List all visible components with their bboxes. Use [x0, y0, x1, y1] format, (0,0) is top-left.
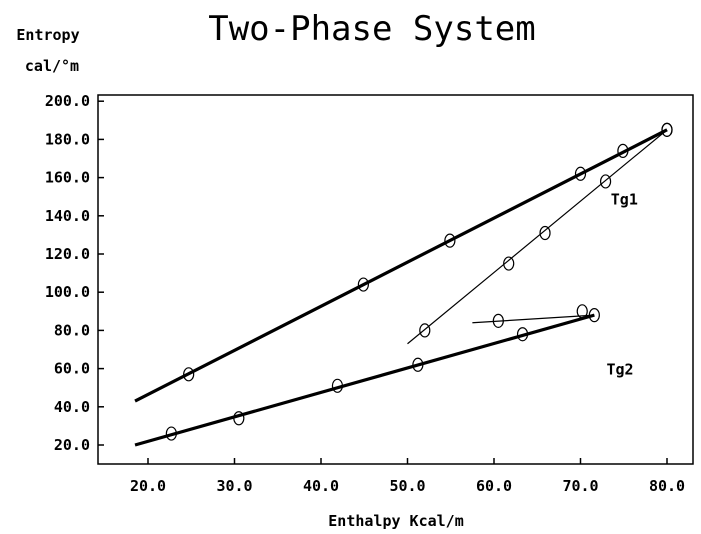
- data-point-lower: [412, 357, 424, 372]
- x-tick-label: 30.0: [216, 477, 252, 495]
- y-tick-label: 100.0: [45, 283, 90, 301]
- x-tick-label: 80.0: [649, 477, 685, 495]
- x-tick-label: 70.0: [562, 477, 598, 495]
- data-point-upper: [617, 143, 629, 158]
- data-point-lower: [331, 378, 344, 393]
- x-axis-label: Enthalpy Kcal/m: [328, 512, 463, 530]
- y-tick-label: 120.0: [45, 245, 90, 263]
- y-tick-label: 60.0: [54, 360, 90, 378]
- series-line-middle: [407, 129, 668, 345]
- data-point-middle: [539, 225, 551, 241]
- annotation-tg1: Tg1: [611, 190, 638, 208]
- plot-area: [97, 94, 694, 465]
- y-tick-label: 160.0: [45, 169, 90, 187]
- y-tick-label: 200.0: [45, 92, 90, 110]
- y-tick-label: 180.0: [45, 130, 90, 148]
- data-point-middle: [503, 256, 515, 271]
- data-point-upper: [444, 233, 456, 248]
- y-tick-label: 80.0: [54, 321, 90, 339]
- data-point-lower: [233, 411, 245, 426]
- y-axis-label-line1: Entropy: [16, 26, 79, 44]
- chart-marks: 20.0 40.0 60.0 80.0 100.0 120.0 140.0 160.0 180.…: [45, 92, 685, 495]
- x-tick-label: 40.0: [303, 477, 339, 495]
- series-line-upper: [134, 128, 668, 403]
- series-line-short: [472, 314, 595, 324]
- data-point-upper: [574, 166, 587, 181]
- data-point-short: [576, 304, 588, 319]
- data-point-lower: [165, 426, 177, 441]
- y-tick-label: 140.0: [45, 207, 90, 225]
- x-tick-label: 50.0: [389, 477, 425, 495]
- data-point-middle: [599, 174, 612, 189]
- data-point-upper: [183, 367, 195, 382]
- series-line-lower: [134, 313, 595, 447]
- x-tick-label: 60.0: [476, 477, 512, 495]
- x-tick-label: 20.0: [130, 477, 166, 495]
- annotation-tg2: Tg2: [606, 360, 633, 378]
- data-point-lower: [516, 327, 529, 342]
- chart-title: Two-Phase System: [208, 9, 536, 49]
- y-axis-label-line2: cal/°m: [25, 57, 79, 75]
- y-tick-label: 20.0: [54, 436, 90, 454]
- data-point-middle: [661, 122, 673, 137]
- data-point-upper: [357, 277, 369, 292]
- data-point-short: [492, 313, 504, 328]
- y-tick-label: 40.0: [54, 398, 90, 416]
- data-point-middle: [419, 323, 431, 338]
